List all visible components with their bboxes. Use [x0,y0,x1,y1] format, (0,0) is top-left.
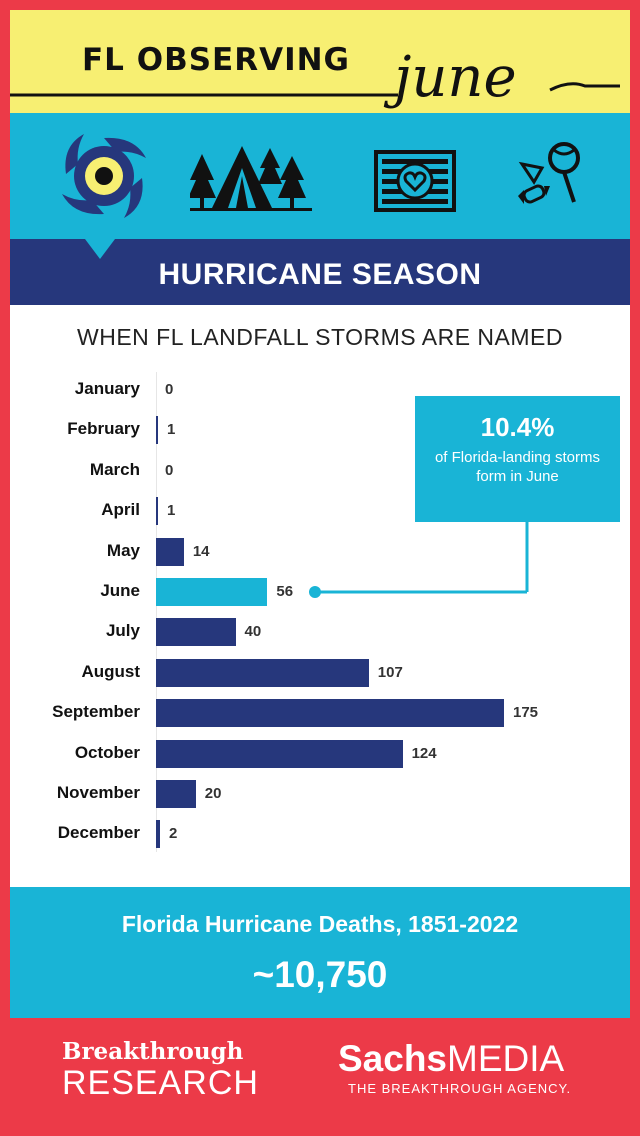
infographic: FL OBSERVING june [10,10,630,1018]
month-label: November [56,783,140,802]
month-label: May [106,540,140,560]
month-label: April [101,500,140,520]
section-pointer [85,239,115,259]
campsite-icon [190,146,312,211]
month-label: September [52,702,140,722]
header-underline [10,82,620,97]
bar-value-label: 0 [165,461,174,479]
bar [156,780,196,808]
bar [156,658,369,687]
callout-connector [309,522,529,598]
month-label: June [100,581,140,600]
bar-value-label: 20 [204,785,222,802]
bar-value-label: 56 [276,583,294,600]
flag-heart-icon [374,150,456,212]
bar [156,699,504,728]
section-title: HURRICANE SEASON [158,258,482,291]
month-label: February [67,419,140,439]
bar [156,416,158,445]
breakthrough-logo-line2: RESEARCH [62,1064,259,1102]
sachs-media-logo: SachsMEDIA [338,1038,564,1080]
bar-value-label: 1 [167,502,176,520]
bar [156,578,268,606]
bar-value-label: 175 [513,704,539,722]
callout-percent: 10.4% [480,412,555,442]
chart-title: WHEN FL LANDFALL STORMS ARE NAMED [77,324,563,350]
callout-text: of Florida-landing storms form in June [434,449,601,485]
chart-axis-line [156,372,157,853]
bar-value-label: 0 [165,381,174,398]
media-logo-light: MEDIA [447,1038,565,1079]
deaths-band [10,887,630,1018]
header-title: FL OBSERVING [82,42,350,78]
bar [156,537,184,566]
bar [156,820,160,849]
bar-value-label: 107 [377,663,403,681]
bar-value-label: 40 [244,623,262,641]
bar-value-label: 14 [192,542,210,560]
bar [156,739,403,768]
callout-box: 10.4% of Florida-landing storms form in … [415,396,620,522]
bar [156,497,158,526]
month-label: January [74,379,140,398]
month-label: March [89,459,140,479]
bar-value-label: 124 [411,744,437,762]
month-label: August [81,661,140,681]
hurricane-icon [62,134,146,218]
breakthrough-logo-line1: Breakthrough [62,1038,244,1065]
deaths-title: Florida Hurricane Deaths, 1851-2022 [121,911,519,937]
bar-value-label: 1 [167,421,176,439]
month-label: October [74,742,140,762]
bar-value-label: 2 [168,825,178,843]
month-label: December [57,823,140,843]
header-script-word: june [394,45,517,110]
bar [156,618,236,647]
sachs-media-tagline: THE BREAKTHROUGH AGENCY. [348,1081,572,1096]
deaths-value: ~10,750 [252,954,388,995]
sachs-logo-bold: Sachs [338,1038,448,1079]
month-label: July [105,621,140,641]
candy-icon [518,142,580,204]
